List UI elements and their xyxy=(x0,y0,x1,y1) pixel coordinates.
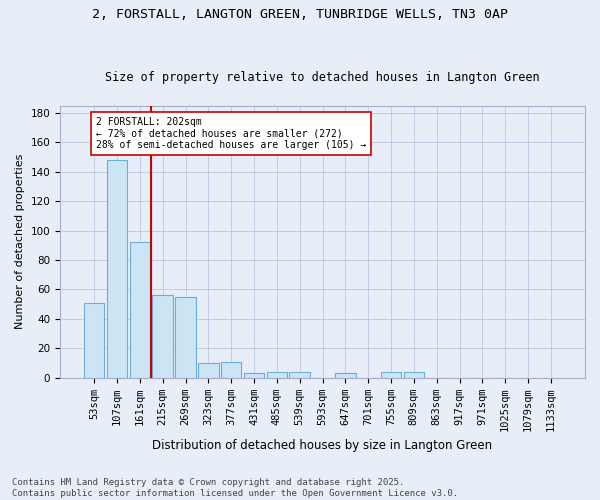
Bar xyxy=(175,297,196,378)
Bar xyxy=(130,242,150,378)
X-axis label: Distribution of detached houses by size in Langton Green: Distribution of detached houses by size … xyxy=(152,440,493,452)
Bar xyxy=(404,372,424,378)
Bar xyxy=(381,372,401,378)
Bar xyxy=(198,363,218,378)
Text: 2, FORSTALL, LANGTON GREEN, TUNBRIDGE WELLS, TN3 0AP: 2, FORSTALL, LANGTON GREEN, TUNBRIDGE WE… xyxy=(92,8,508,20)
Bar xyxy=(289,372,310,378)
Bar xyxy=(244,374,264,378)
Text: Contains HM Land Registry data © Crown copyright and database right 2025.
Contai: Contains HM Land Registry data © Crown c… xyxy=(12,478,458,498)
Y-axis label: Number of detached properties: Number of detached properties xyxy=(15,154,25,330)
Title: Size of property relative to detached houses in Langton Green: Size of property relative to detached ho… xyxy=(105,70,540,84)
Bar xyxy=(335,374,356,378)
Bar xyxy=(221,362,241,378)
Text: 2 FORSTALL: 202sqm
← 72% of detached houses are smaller (272)
28% of semi-detach: 2 FORSTALL: 202sqm ← 72% of detached hou… xyxy=(96,118,366,150)
Bar xyxy=(266,372,287,378)
Bar xyxy=(152,296,173,378)
Bar xyxy=(84,302,104,378)
Bar xyxy=(107,160,127,378)
